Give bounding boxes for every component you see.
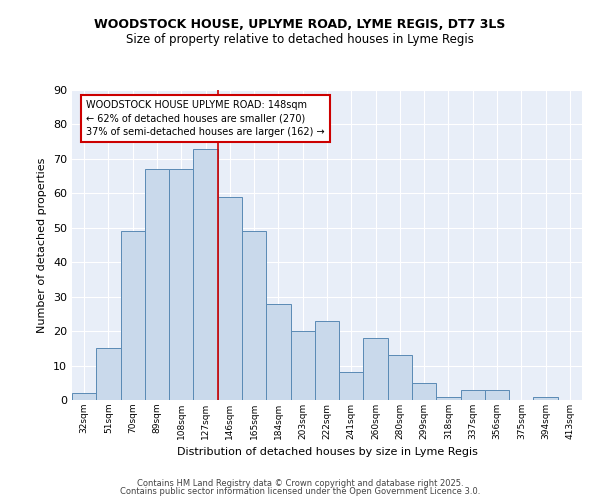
Bar [145, 169, 169, 400]
Bar [218, 197, 242, 400]
Bar [169, 169, 193, 400]
Bar [364, 338, 388, 400]
Bar [315, 321, 339, 400]
Bar [461, 390, 485, 400]
Text: Contains HM Land Registry data © Crown copyright and database right 2025.: Contains HM Land Registry data © Crown c… [137, 478, 463, 488]
Bar [485, 390, 509, 400]
Bar [72, 393, 96, 400]
Bar [388, 355, 412, 400]
Bar [412, 383, 436, 400]
Bar [242, 231, 266, 400]
Bar [533, 396, 558, 400]
Bar [121, 231, 145, 400]
Bar [436, 396, 461, 400]
Text: WOODSTOCK HOUSE UPLYME ROAD: 148sqm
← 62% of detached houses are smaller (270)
3: WOODSTOCK HOUSE UPLYME ROAD: 148sqm ← 62… [86, 100, 325, 136]
Bar [339, 372, 364, 400]
X-axis label: Distribution of detached houses by size in Lyme Regis: Distribution of detached houses by size … [176, 448, 478, 458]
Text: WOODSTOCK HOUSE, UPLYME ROAD, LYME REGIS, DT7 3LS: WOODSTOCK HOUSE, UPLYME ROAD, LYME REGIS… [94, 18, 506, 30]
Text: Contains public sector information licensed under the Open Government Licence 3.: Contains public sector information licen… [120, 487, 480, 496]
Text: Size of property relative to detached houses in Lyme Regis: Size of property relative to detached ho… [126, 32, 474, 46]
Y-axis label: Number of detached properties: Number of detached properties [37, 158, 47, 332]
Bar [266, 304, 290, 400]
Bar [290, 331, 315, 400]
Bar [96, 348, 121, 400]
Bar [193, 148, 218, 400]
